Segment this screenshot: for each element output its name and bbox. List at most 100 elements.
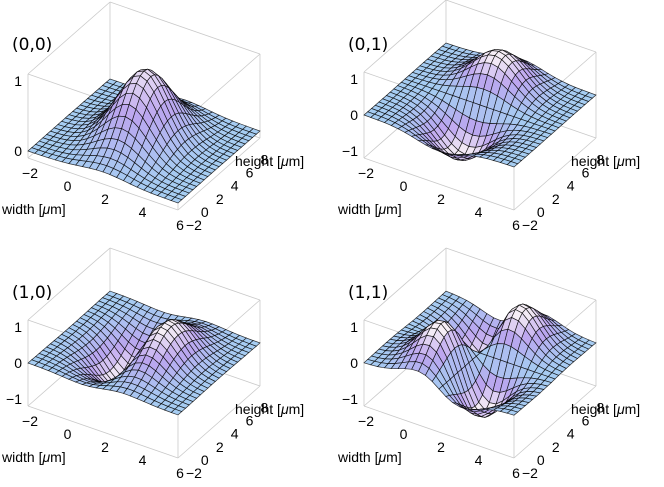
x-axis-title: width [μm] [1, 449, 66, 465]
y-axis-title-prefix: height [ [571, 153, 617, 169]
surface-mesh [27, 68, 261, 204]
x-tick-label: −2 [358, 413, 374, 429]
x-tick-label: 4 [139, 204, 147, 220]
box-edge [363, 247, 447, 321]
x-axis-title-prefix: width [ [1, 201, 43, 217]
y-axis-title: height [μm] [571, 401, 640, 417]
x-axis-title-unit: μ [41, 201, 50, 217]
y-tick-label: −2 [522, 465, 538, 481]
x-axis-title-unit: μ [377, 449, 386, 465]
y-axis-title-unit: μ [616, 401, 625, 417]
box-edge [109, 1, 261, 55]
y-axis-title-suffix: m] [289, 153, 305, 169]
x-tick-label: 0 [400, 178, 408, 194]
x-axis-title: width [μm] [337, 201, 402, 217]
x-tick-label: 4 [475, 204, 483, 220]
y-axis-title-prefix: height [ [235, 153, 281, 169]
y-tick-label: 0 [537, 452, 545, 468]
x-tick-label: 6 [176, 217, 184, 233]
y-tick-label: 4 [231, 426, 239, 442]
y-tick-label: 2 [552, 191, 560, 207]
y-tick-label: 6 [582, 165, 590, 181]
x-axis-title-prefix: width [ [337, 201, 379, 217]
x-tick-label: −2 [358, 165, 374, 181]
y-tick-label: 2 [216, 191, 224, 207]
surface-mesh [27, 290, 261, 416]
surface-patch [506, 409, 519, 416]
y-tick-label: 0 [201, 452, 209, 468]
y-axis-title-prefix: height [ [571, 401, 617, 417]
box-edge [177, 137, 261, 211]
z-tick-label: 1 [350, 71, 358, 87]
y-tick-label: 8 [261, 400, 269, 416]
y-tick-label: 8 [261, 152, 269, 168]
x-tick-label: 2 [101, 439, 109, 455]
panel-title: (1,0) [12, 283, 52, 303]
x-tick-label: 6 [512, 217, 520, 233]
y-tick-label: −2 [522, 217, 538, 233]
box-edge [27, 405, 179, 459]
surface-patch [170, 408, 183, 416]
box-edge [363, 405, 515, 459]
x-tick-label: −2 [22, 413, 38, 429]
y-tick-label: 0 [201, 204, 209, 220]
box-edge [445, 247, 597, 301]
y-tick-label: 2 [552, 439, 560, 455]
x-tick-label: 2 [101, 191, 109, 207]
x-axis-title-suffix: m] [386, 449, 402, 465]
box-edge [27, 157, 179, 211]
surface-mesh [363, 290, 597, 418]
x-tick-label: 6 [176, 465, 184, 481]
x-tick-label: 4 [139, 452, 147, 468]
y-axis-title-suffix: m] [625, 401, 641, 417]
x-axis-title-unit: μ [41, 449, 50, 465]
x-axis-title-prefix: width [ [337, 449, 379, 465]
z-tick-label: 1 [14, 319, 22, 335]
y-tick-label: 2 [216, 439, 224, 455]
y-tick-label: 4 [567, 178, 575, 194]
z-tick-label: −1 [6, 391, 22, 407]
y-tick-label: 0 [537, 204, 545, 220]
x-tick-label: 0 [64, 178, 72, 194]
y-axis-title-prefix: height [ [235, 401, 281, 417]
box-edge [513, 137, 597, 211]
y-tick-label: 6 [246, 413, 254, 429]
z-tick-label: 0 [14, 143, 22, 159]
z-tick-label: 0 [350, 107, 358, 123]
x-axis-title-suffix: m] [50, 449, 66, 465]
x-axis-title-prefix: width [ [1, 449, 43, 465]
z-tick-label: 0 [14, 355, 22, 371]
z-tick-label: 1 [350, 319, 358, 335]
panel-title: (0,0) [12, 35, 52, 55]
x-tick-label: 0 [64, 426, 72, 442]
y-tick-label: −2 [186, 217, 202, 233]
z-tick-label: 1 [14, 73, 22, 89]
y-tick-label: 8 [597, 400, 605, 416]
y-axis-title: height [μm] [235, 401, 304, 417]
box-edge [27, 1, 111, 75]
y-axis-title: height [μm] [571, 153, 640, 169]
surface-patch [170, 196, 183, 204]
y-tick-label: 4 [231, 178, 239, 194]
y-tick-label: 6 [246, 165, 254, 181]
box-edge [27, 247, 111, 321]
x-tick-label: 4 [475, 452, 483, 468]
box-edge [109, 247, 261, 301]
x-axis-title-unit: μ [377, 201, 386, 217]
y-axis-title-suffix: m] [289, 401, 305, 417]
x-axis-title: width [μm] [337, 449, 402, 465]
box-edge [445, 0, 597, 53]
x-tick-label: 6 [512, 465, 520, 481]
y-axis-title-unit: μ [280, 153, 289, 169]
y-axis-title-suffix: m] [625, 153, 641, 169]
x-tick-label: 2 [437, 439, 445, 455]
box-edge [513, 385, 597, 459]
x-tick-label: 0 [400, 426, 408, 442]
x-axis-title-suffix: m] [386, 201, 402, 217]
y-axis-title-unit: μ [616, 153, 625, 169]
